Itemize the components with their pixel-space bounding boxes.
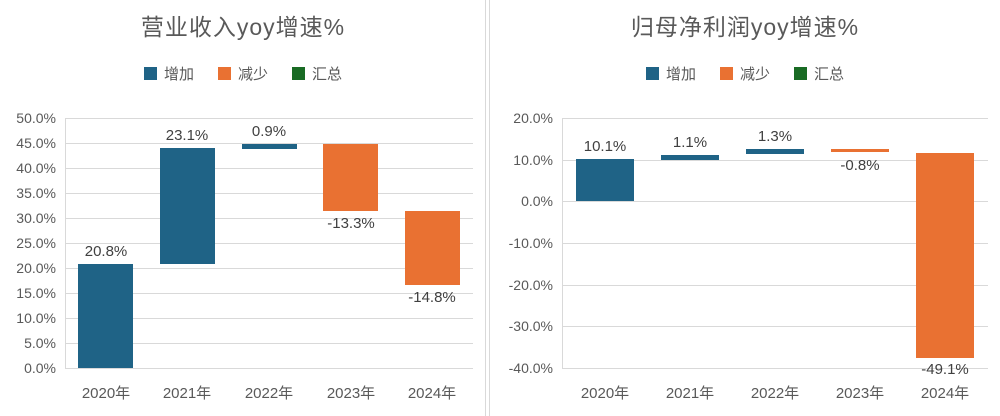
legend-label: 减少 (237, 66, 268, 83)
legend-label: 增加 (163, 66, 194, 83)
data-label: -49.1% (921, 361, 969, 378)
legend-item-total: 汇总 (292, 63, 342, 84)
data-label: 23.1% (165, 127, 209, 144)
x-axis-category-label: 2020年 (580, 385, 630, 402)
gridline (562, 243, 988, 244)
legend-item-total: 汇总 (794, 63, 844, 84)
gridline (562, 201, 988, 202)
x-axis-category-label: 2024年 (920, 385, 970, 402)
x-axis-category-label: 2020年 (81, 385, 131, 402)
chart-title: 营业收入yoy增速% (140, 14, 346, 40)
gridline (562, 326, 988, 327)
waterfall-bar-decrease (831, 149, 889, 152)
chart-legend: 增加 减少 汇总 (490, 63, 1000, 84)
waterfall-bar-increase (661, 155, 719, 160)
y-axis-tick-label: 5.0% (24, 335, 56, 351)
y-axis-tick-label: 0.0% (521, 193, 553, 209)
chart-divider-line-2 (489, 0, 490, 416)
data-label: 10.1% (583, 138, 627, 155)
legend-swatch-increase (645, 67, 659, 80)
gridline (562, 118, 988, 119)
data-label: 1.1% (672, 134, 708, 151)
chart-net-profit-yoy-growth: 归母净利润yoy增速% 增加 减少 汇总 20.0% 10.0% 0.0% -10.0% -… (490, 0, 1000, 416)
gridline (65, 318, 473, 319)
legend-swatch-increase (143, 67, 157, 80)
x-axis-category-label: 2021年 (665, 385, 715, 402)
x-axis-category-label: 2023年 (326, 385, 376, 402)
gridline (65, 243, 473, 244)
y-axis-tick-label: 10.0% (513, 152, 553, 168)
x-axis-category-label: 2024年 (407, 385, 457, 402)
legend-label: 增加 (665, 66, 696, 83)
waterfall-bar-increase (576, 159, 634, 201)
legend-label: 减少 (739, 66, 770, 83)
x-axis-category-label: 2023年 (835, 385, 885, 402)
legend-label: 汇总 (814, 66, 845, 83)
gridline (65, 293, 473, 294)
y-axis-line (65, 118, 66, 368)
waterfall-bar-decrease (405, 211, 460, 285)
gridline (562, 160, 988, 161)
x-axis-category-label: 2022年 (750, 385, 800, 402)
legend-item-increase: 增加 (143, 63, 194, 84)
data-label: -13.3% (327, 215, 375, 232)
chart-revenue-yoy-growth: 营业收入yoy增速% 增加 减少 汇总 50.0% 45.0% 40.0% 35.0% 30… (0, 0, 486, 416)
data-label: 20.8% (84, 243, 128, 260)
data-label: 0.9% (251, 123, 287, 140)
legend-swatch-decrease (719, 67, 733, 80)
x-axis-category-label: 2022年 (244, 385, 294, 402)
y-axis-tick-label: -40.0% (508, 360, 553, 376)
y-axis-tick-label: -30.0% (508, 318, 553, 334)
chart-title: 归母净利润yoy增速% (630, 14, 860, 40)
legend-item-decrease: 减少 (217, 63, 268, 84)
waterfall-bar-increase (746, 149, 804, 154)
legend-label: 汇总 (312, 66, 343, 83)
gridline (65, 118, 473, 119)
y-axis-tick-label: 20.0% (16, 260, 56, 276)
y-axis-tick-label: 45.0% (16, 135, 56, 151)
y-axis-line (562, 118, 563, 368)
chart-divider-line (485, 0, 486, 416)
legend-swatch-decrease (217, 67, 231, 80)
gridline (65, 193, 473, 194)
gridline (562, 285, 988, 286)
y-axis-tick-label: -10.0% (508, 235, 553, 251)
data-label: -0.8% (840, 157, 880, 174)
y-axis-tick-label: 50.0% (16, 110, 56, 126)
y-axis-tick-label: 10.0% (16, 310, 56, 326)
waterfall-bar-decrease (323, 144, 378, 211)
data-label: 1.3% (757, 128, 793, 145)
waterfall-bar-decrease (916, 153, 974, 358)
y-axis-tick-label: 0.0% (24, 360, 56, 376)
y-axis-tick-label: 25.0% (16, 235, 56, 251)
y-axis-tick-label: 15.0% (16, 285, 56, 301)
waterfall-bar-increase (160, 148, 215, 264)
legend-swatch-total (794, 67, 807, 80)
legend-swatch-total (292, 67, 305, 80)
y-axis-tick-label: 20.0% (513, 110, 553, 126)
chart-legend: 增加 减少 汇总 (0, 63, 486, 84)
gridline (65, 143, 473, 144)
gridline (65, 368, 473, 369)
gridline (65, 343, 473, 344)
y-axis-tick-label: 40.0% (16, 160, 56, 176)
legend-item-increase: 增加 (645, 63, 696, 84)
waterfall-bar-increase (242, 144, 297, 149)
y-axis-tick-label: -20.0% (508, 277, 553, 293)
data-label: -14.8% (408, 289, 456, 306)
x-axis-category-label: 2021年 (162, 385, 212, 402)
y-axis-tick-label: 30.0% (16, 210, 56, 226)
gridline (65, 218, 473, 219)
legend-item-decrease: 减少 (719, 63, 770, 84)
y-axis-tick-label: 35.0% (16, 185, 56, 201)
gridline (65, 168, 473, 169)
gridline (562, 368, 988, 369)
waterfall-bar-increase (78, 264, 133, 368)
gridline (65, 268, 473, 269)
